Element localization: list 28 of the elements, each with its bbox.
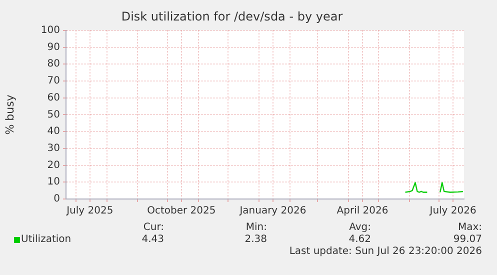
text: Last update: Sun Jul 26 23:20:00 2026 bbox=[289, 246, 482, 257]
y-tick-label: 20 bbox=[47, 160, 60, 171]
y-tick-label: 90 bbox=[47, 42, 60, 53]
x-tick-label: July 2026 bbox=[428, 206, 476, 217]
text: 2.38 bbox=[244, 234, 267, 245]
text: Cur: bbox=[143, 222, 164, 233]
x-tick-label: January 2026 bbox=[238, 206, 306, 217]
y-tick-label: 30 bbox=[47, 143, 60, 154]
text: Avg: bbox=[349, 222, 371, 233]
x-tick-label: April 2026 bbox=[336, 206, 388, 217]
y-tick-label: 10 bbox=[47, 176, 60, 188]
y-tick-label: 60 bbox=[47, 92, 60, 104]
text: 4.62 bbox=[348, 234, 371, 245]
y-tick-label: 80 bbox=[47, 58, 60, 70]
y-axis-title: % busy bbox=[3, 94, 16, 135]
text: Min: bbox=[246, 222, 267, 233]
text: Max: bbox=[458, 222, 482, 233]
y-tick-label: 40 bbox=[47, 126, 60, 138]
legend-label: Utilization bbox=[21, 234, 72, 245]
y-tick-label: 100 bbox=[40, 24, 60, 36]
y-tick-label: 50 bbox=[47, 109, 60, 120]
y-tick-label: 0 bbox=[54, 194, 60, 205]
x-tick-label: October 2025 bbox=[147, 206, 216, 217]
y-tick-label: 70 bbox=[47, 76, 60, 87]
chart-title: Disk utilization for /dev/sda - by year bbox=[121, 9, 343, 24]
text: 4.43 bbox=[142, 234, 164, 245]
text: 99.07 bbox=[453, 234, 482, 245]
x-tick-label: July 2025 bbox=[66, 206, 114, 217]
